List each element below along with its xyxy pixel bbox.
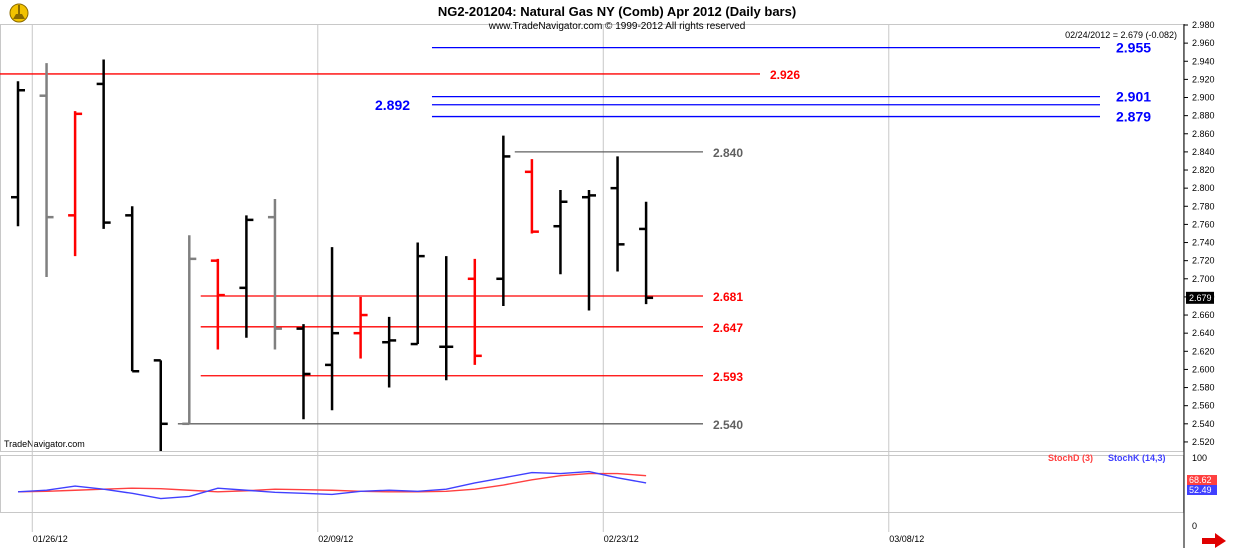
stoch-legend-label: StochK (14,3): [1108, 453, 1166, 463]
ohlc-bar: [639, 201, 654, 305]
level-label: 2.593: [713, 370, 743, 384]
y-tick-label: 2.720: [1192, 256, 1215, 266]
ohlc-bar: [96, 59, 111, 229]
ohlc-bar: [267, 199, 282, 350]
ohlc-bar: [553, 189, 568, 275]
level-label: 2.681: [713, 290, 743, 304]
level-label: 2.955: [1116, 40, 1151, 56]
y-tick-label: 2.860: [1192, 129, 1215, 139]
ohlc-bar: [582, 189, 596, 311]
y-tick-label: 2.520: [1192, 437, 1215, 447]
last-price-label: 2.679: [1189, 293, 1212, 303]
stoch-value-label: 68.62: [1189, 475, 1212, 485]
ohlc-bar: [296, 324, 311, 420]
ohlc-bar: [210, 258, 225, 350]
y-tick-label: 2.800: [1192, 183, 1215, 193]
copyright-text: www.TradeNavigator.com © 1999-2012 All r…: [488, 21, 746, 32]
y-tick-label: 2.600: [1192, 364, 1215, 374]
x-tick-label: 01/26/12: [33, 534, 68, 544]
y-tick-label: 2.760: [1192, 219, 1215, 229]
ohlc-bar: [439, 256, 454, 381]
ohlc-bar: [11, 81, 25, 227]
ohlc-bar: [353, 296, 368, 359]
level-label: 2.926: [770, 68, 800, 82]
price-levels: 2.955 2.926 2.901 2.892 2.879 2.840 2.681 2.647…: [0, 40, 1151, 432]
scroll-right-arrow-icon[interactable]: [1202, 533, 1226, 548]
stoch-tick-label: 0: [1192, 521, 1197, 531]
chart-title: NG2-201204: Natural Gas NY (Comb) Apr 20…: [438, 4, 796, 19]
ohlc-bar: [325, 247, 340, 411]
stoch-value-tag: [1187, 485, 1217, 495]
level-label: 2.540: [713, 418, 743, 432]
stoch-series-line: [17, 470, 647, 500]
y-tick-label: 2.920: [1192, 74, 1215, 84]
ohlc-bars: [11, 59, 654, 451]
level-label: 2.879: [1116, 109, 1151, 125]
y-tick-label: 2.620: [1192, 346, 1215, 356]
y-tick-label: 2.840: [1192, 147, 1215, 157]
y-tick-label: 2.560: [1192, 401, 1215, 411]
y-tick-label: 2.780: [1192, 201, 1215, 211]
x-tick-label: 03/08/12: [889, 534, 924, 544]
x-tick-label: 02/23/12: [604, 534, 639, 544]
stoch-value-label: 52.49: [1189, 485, 1212, 495]
x-tick-label: 02/09/12: [318, 534, 353, 544]
level-label: 2.647: [713, 321, 743, 335]
ohlc-bar: [382, 316, 397, 388]
stoch-value-tag: [1187, 475, 1217, 485]
y-tick-label: 2.660: [1192, 310, 1215, 320]
y-tick-label: 2.940: [1192, 56, 1215, 66]
y-tick-label: 2.740: [1192, 238, 1215, 248]
y-tick-label: 2.900: [1192, 93, 1215, 103]
stoch-legend-label: StochD (3): [1048, 453, 1093, 463]
stochastic-panel: 0 100 StochD (3) 68.62 StochK (14,3) 52.49: [17, 453, 1217, 531]
y-tick-label: 2.820: [1192, 165, 1215, 175]
ohlc-bar: [182, 235, 197, 426]
ohlc-bar: [239, 215, 254, 338]
last-price-tag: [1186, 291, 1214, 304]
y-tick-label: 2.700: [1192, 274, 1215, 284]
level-label: 2.892: [375, 97, 410, 113]
y-tick-label: 2.880: [1192, 111, 1215, 121]
ohlc-bar: [524, 159, 539, 234]
price-axis: 2.520 2.540 2.560 2.580 2.600 2.620 2.640 2.660…: [1184, 20, 1215, 447]
y-tick-label: 2.640: [1192, 328, 1215, 338]
y-tick-label: 2.980: [1192, 20, 1215, 30]
time-gridlines: [31, 25, 890, 532]
ohlc-bar: [467, 258, 482, 365]
last-bar-info: 02/24/2012 = 2.679 (-0.082): [1065, 30, 1177, 40]
time-axis: 01/26/12 02/09/12 02/23/12 03/08/12: [33, 534, 925, 544]
ohlc-bar: [496, 135, 511, 306]
watermark-text: TradeNavigator.com: [4, 439, 85, 449]
level-label: 2.840: [713, 146, 743, 160]
y-tick-label: 2.540: [1192, 419, 1215, 429]
ohlc-bar: [153, 359, 168, 451]
ohlc-bar: [125, 206, 140, 373]
ohlc-bar: [610, 156, 625, 272]
ohlc-bar: [410, 242, 425, 346]
y-tick-label: 2.580: [1192, 383, 1215, 393]
ohlc-bar: [68, 111, 83, 257]
y-tick-label: 2.960: [1192, 38, 1215, 48]
stoch-tick-label: 100: [1192, 453, 1207, 463]
level-label: 2.901: [1116, 89, 1151, 105]
stoch-series-line: [17, 472, 647, 493]
ohlc-bar: [39, 63, 54, 277]
trade-navigator-logo-icon[interactable]: [9, 3, 29, 23]
